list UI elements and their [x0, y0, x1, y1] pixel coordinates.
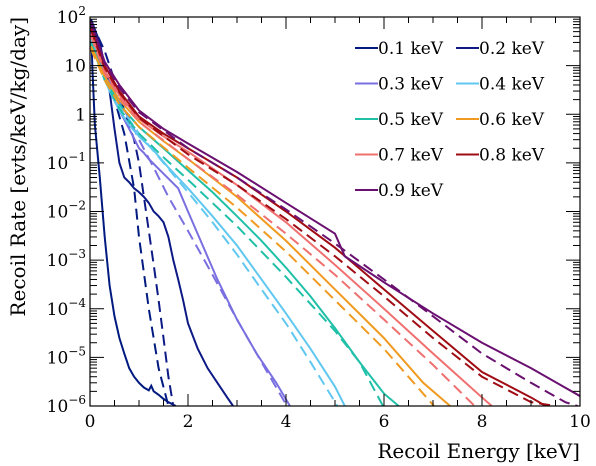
legend-label: 0.3 keV: [378, 75, 444, 95]
y-tick-label: 102: [57, 4, 86, 28]
series-solid-line-1: [90, 24, 177, 406]
legend-label: 0.1 keV: [378, 39, 444, 59]
y-tick-label: 10−3: [47, 247, 86, 271]
y-tick-label: 1: [75, 105, 86, 125]
y-tick-label: 10−1: [47, 150, 86, 174]
legend-label: 0.4 keV: [479, 75, 545, 95]
x-tick-label: 10: [569, 412, 591, 432]
series-dashed-line-2: [90, 21, 175, 406]
y-tick-label: 10−4: [47, 296, 87, 320]
x-axis-title: Recoil Energy [keV]: [377, 439, 580, 463]
series-dashed-line-6: [90, 48, 435, 406]
series-solid-line-2: [90, 18, 234, 406]
series-solid-line-4: [90, 36, 346, 406]
legend-label: 0.7 keV: [378, 146, 444, 166]
legend-label: 0.5 keV: [378, 110, 444, 130]
x-tick-label: 8: [477, 412, 488, 432]
legend-label: 0.8 keV: [479, 146, 545, 166]
y-tick-label: 10: [64, 57, 86, 77]
series-solid-line-9: [90, 21, 580, 397]
series-solid-line-6: [90, 45, 451, 406]
legend-label: 0.9 keV: [378, 181, 444, 201]
y-axis-title: Recoil Rate [evts/keV/kg/day]: [6, 17, 30, 317]
series-solid-line-5: [90, 42, 400, 406]
series-layer: [90, 18, 580, 406]
y-tick-label: 10−6: [47, 393, 86, 417]
legend-label: 0.6 keV: [479, 110, 545, 130]
series-dashed-line-5: [90, 43, 384, 406]
x-tick-label: 0: [85, 412, 96, 432]
x-tick-label: 6: [379, 412, 390, 432]
x-tick-label: 2: [183, 412, 194, 432]
series-solid-line-7: [90, 33, 493, 406]
series-dashed-line-7: [90, 36, 476, 406]
legend: 0.1 keV 0.2 keV 0.3 keV 0.4 keV 0.5 keV 0.6 k…: [355, 39, 545, 201]
series-solid-line-8: [90, 27, 547, 406]
series-dashed-line-9: [90, 22, 578, 406]
x-tick-label: 4: [281, 412, 292, 432]
x-axis: 0 2 4 6 8 10: [85, 17, 591, 432]
y-tick-label: 10−2: [47, 199, 86, 223]
y-tick-label: 10−5: [47, 344, 86, 368]
y-axis: 10−6 10−5 10−4 10−3 10−2 10−1 1 10 102: [47, 4, 580, 417]
legend-label: 0.2 keV: [479, 39, 545, 59]
